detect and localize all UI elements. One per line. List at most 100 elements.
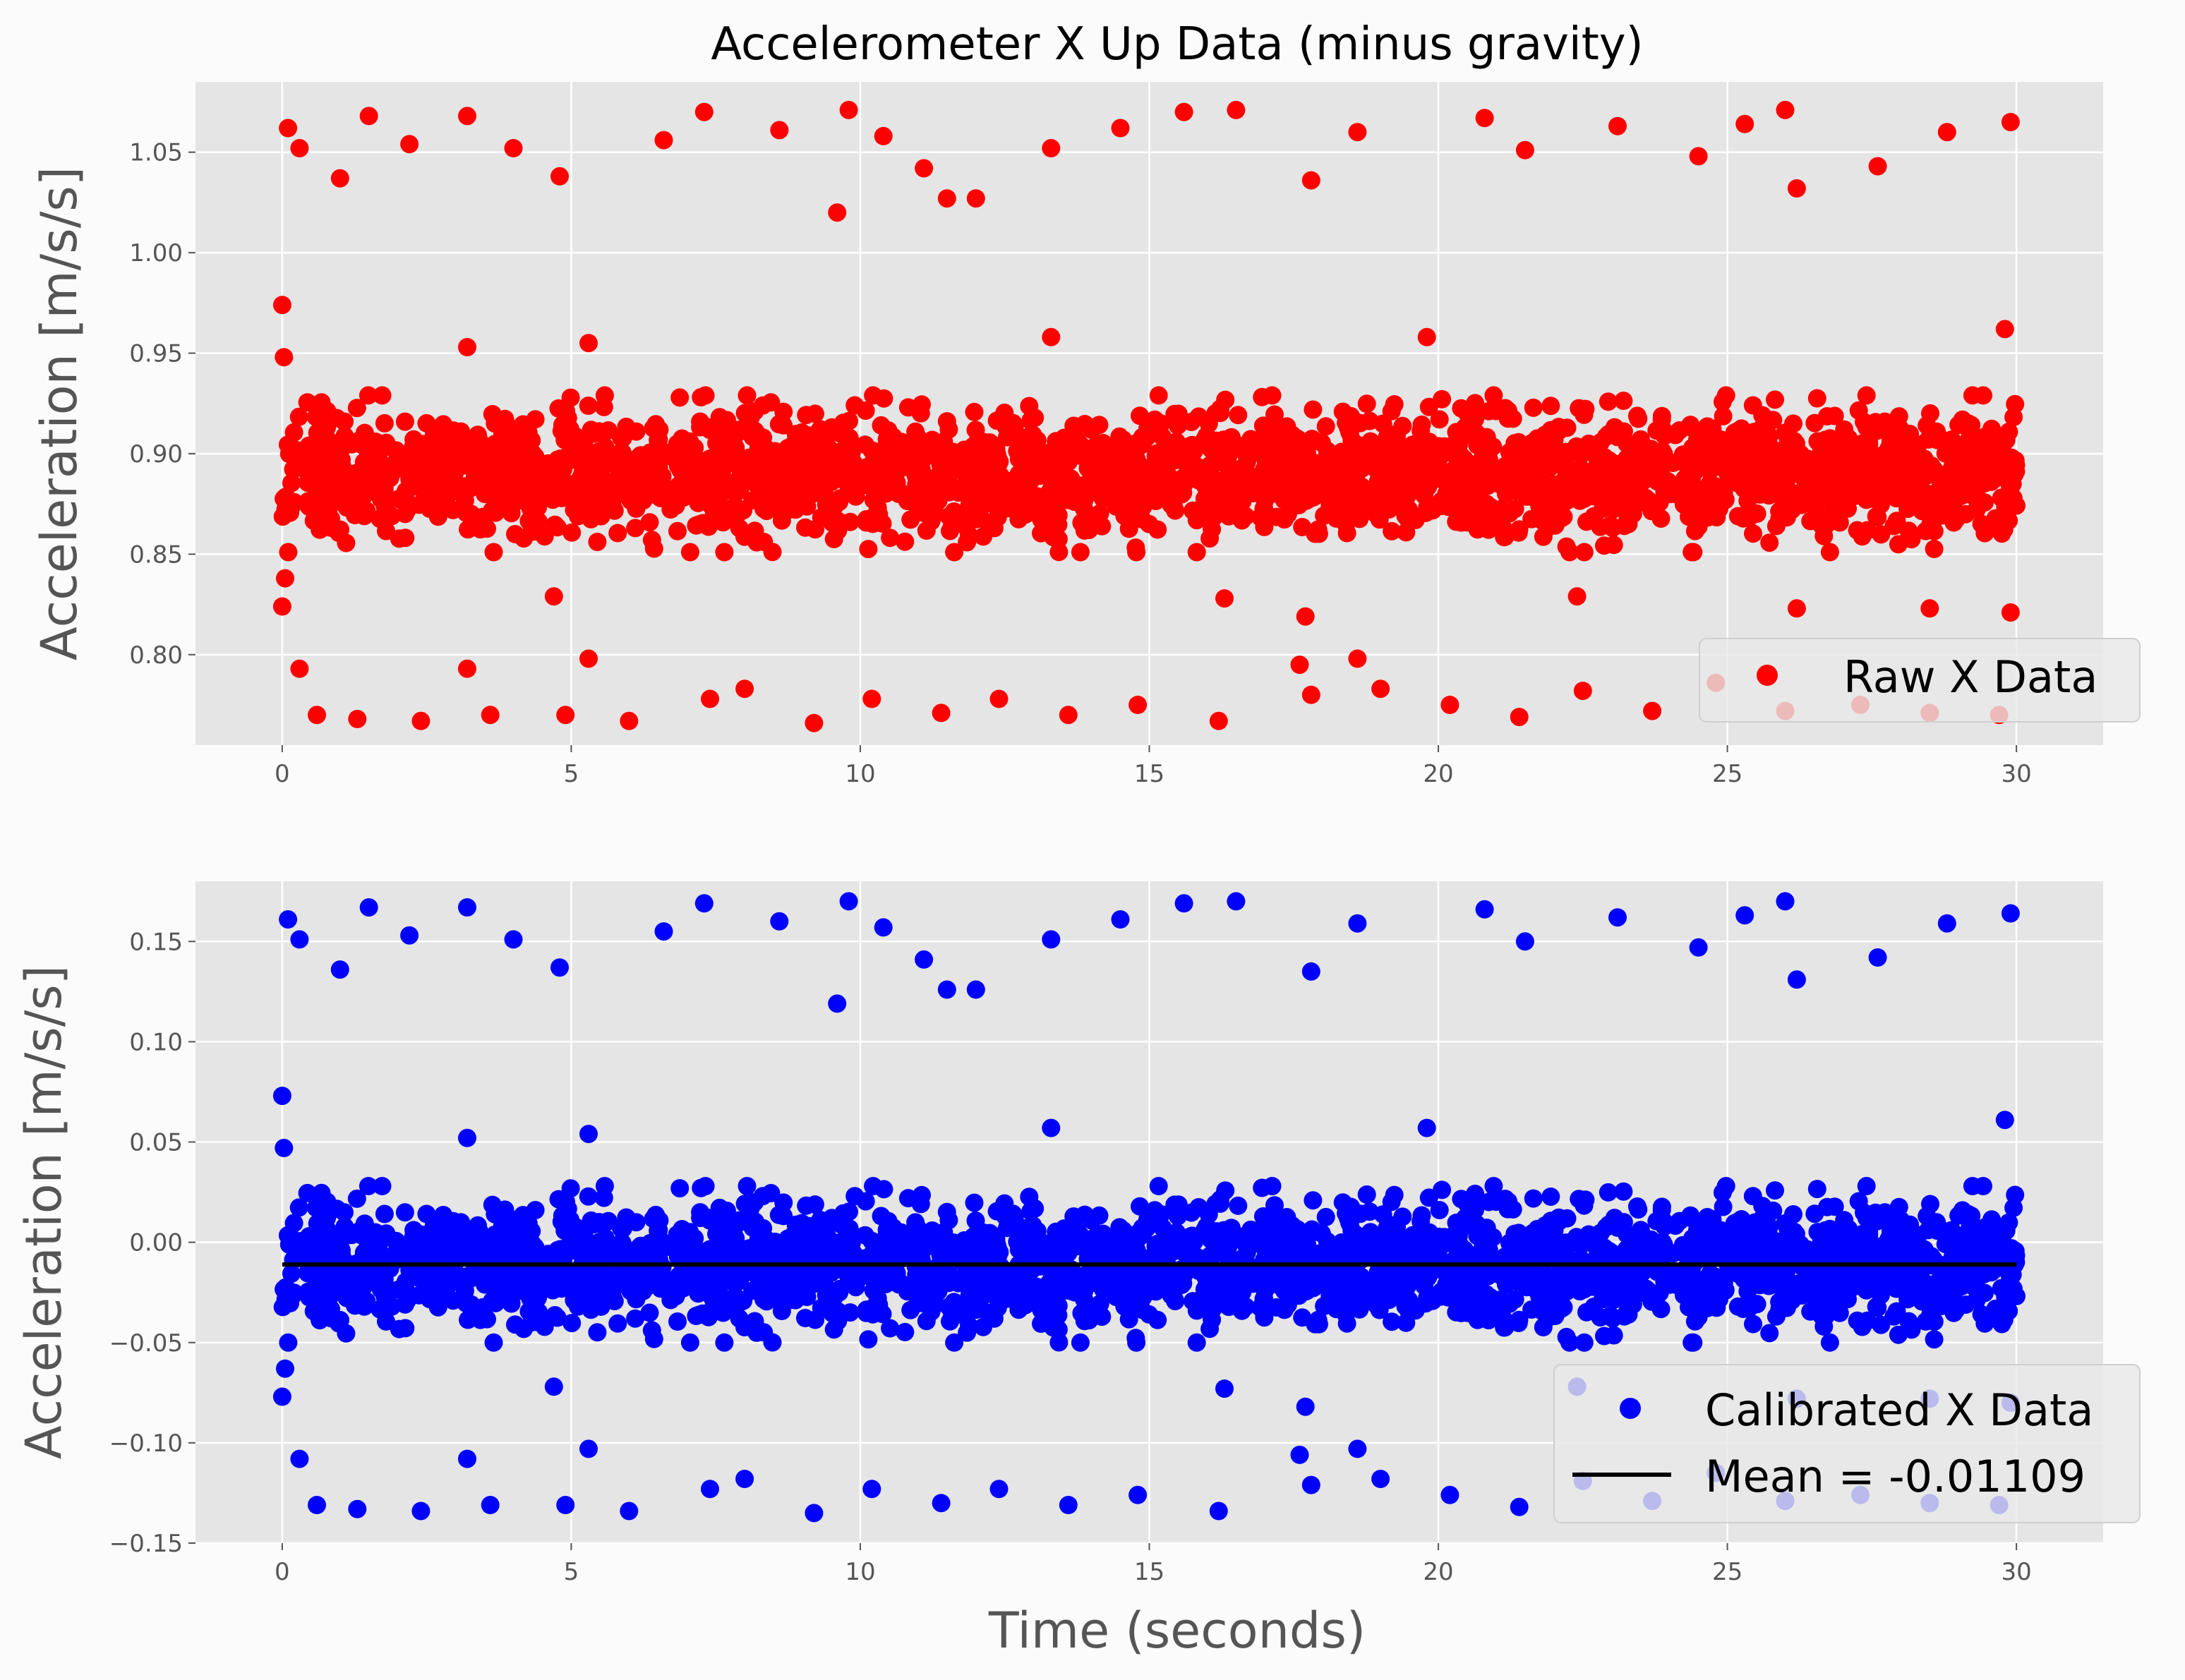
raw-data-point (850, 478, 869, 497)
raw-data-point (579, 397, 598, 415)
raw-outlier-point (989, 689, 1009, 708)
raw-outlier-point (1787, 179, 1806, 198)
raw-data-point (1599, 392, 1618, 411)
calibrated-data-point (562, 1227, 582, 1246)
raw-data-point (289, 407, 308, 426)
raw-data-point (1985, 469, 2004, 488)
calibrated-data-point (1385, 1185, 1404, 1204)
raw-data-point (1620, 472, 1639, 491)
raw-data-point (1750, 485, 1769, 504)
raw-data-point (626, 519, 645, 538)
raw-data-point (896, 532, 915, 551)
calibrated-data-point (941, 1267, 960, 1286)
raw-data-point (1734, 509, 1753, 528)
calibrated-data-point (945, 1333, 964, 1352)
raw-data-point (1897, 439, 1916, 458)
calibrated-data-point (696, 1177, 715, 1195)
raw-data-point (1726, 428, 1745, 447)
raw-data-point (375, 413, 394, 433)
calibrated-data-point (1383, 1312, 1402, 1331)
raw-data-point (1825, 406, 1844, 425)
raw-data-point (1889, 535, 1908, 554)
raw-data-point (1351, 447, 1370, 466)
calibrated-data-point (901, 1300, 920, 1319)
calibrated-data-point (375, 1204, 394, 1223)
raw-data-point (1685, 478, 1704, 497)
raw-data-point (378, 437, 396, 456)
raw-data-point (977, 475, 996, 494)
raw-outlier-point (544, 587, 563, 606)
calibrated-data-point (626, 1309, 645, 1328)
raw-data-point (459, 447, 478, 466)
raw-data-point (685, 482, 704, 501)
calibrated-data-point (1505, 1290, 1524, 1309)
raw-outlier-point (272, 296, 291, 315)
raw-data-point (1823, 492, 1842, 511)
calibrated-data-point (1469, 1298, 1488, 1317)
calibrated-y-tick-label: 0.15 (129, 928, 183, 956)
raw-data-point (1043, 463, 1062, 481)
raw-data-point (1253, 387, 1272, 406)
raw-outlier-point (1937, 123, 1956, 142)
raw-outlier-point (735, 679, 754, 699)
raw-data-point (589, 500, 608, 519)
raw-data-point (1386, 451, 1405, 469)
calibrated-data-point (546, 1306, 565, 1324)
calibrated-data-point (685, 1229, 704, 1248)
raw-data-point (1255, 517, 1274, 536)
raw-data-point (1495, 399, 1515, 418)
calibrated-data-point (1823, 1282, 1842, 1301)
raw-data-point (1830, 513, 1849, 532)
raw-data-point (1472, 450, 1491, 469)
raw-data-point (1092, 516, 1112, 536)
raw-data-point (1604, 536, 1623, 555)
raw-data-point (557, 401, 575, 421)
raw-data-point (763, 543, 782, 562)
raw-data-point (821, 445, 840, 464)
raw-data-point (829, 512, 848, 531)
raw-data-point (644, 539, 663, 558)
raw-data-point (1744, 524, 1762, 543)
raw-outlier-point (400, 135, 419, 154)
raw-data-point (745, 521, 764, 540)
raw-data-point (1753, 406, 1772, 425)
raw-data-point (1586, 476, 1605, 495)
raw-outlier-point (359, 107, 378, 126)
raw-data-point (959, 468, 978, 487)
raw-data-point (715, 543, 734, 562)
calibrated-data-point (1698, 1208, 1717, 1226)
raw-data-point (911, 404, 930, 423)
raw-outlier-point (874, 126, 893, 145)
calibrated-data-point (891, 1274, 910, 1293)
raw-outlier-point (1868, 157, 1887, 176)
calibrated-data-point (1734, 1300, 1753, 1318)
raw-data-point (466, 467, 484, 485)
raw-data-point (1127, 543, 1146, 562)
raw-data-point (767, 447, 786, 466)
raw-outlier-point (1348, 649, 1367, 668)
raw-data-point (958, 533, 977, 552)
raw-data-point (945, 543, 964, 562)
raw-data-point (1766, 390, 1784, 409)
calibrated-data-point (1373, 1273, 1392, 1292)
calibrated-data-point (1495, 1190, 1515, 1209)
calibrated-data-point (1455, 1294, 1474, 1313)
calibrated-data-point (514, 1206, 532, 1225)
raw-data-point (313, 503, 332, 522)
raw-outlier-point (828, 203, 847, 222)
raw-data-point (967, 435, 986, 454)
raw-data-point (693, 514, 712, 533)
raw-data-point (747, 474, 765, 493)
raw-data-point (1020, 397, 1039, 416)
raw-data-point (1367, 460, 1385, 478)
calibrated-data-point (1788, 1274, 1807, 1293)
raw-data-point (735, 404, 754, 423)
raw-data-point (318, 438, 337, 457)
calibrated-data-point (1744, 1315, 1762, 1334)
raw-data-point (1119, 519, 1138, 538)
raw-data-point (879, 421, 898, 440)
raw-data-point (1187, 511, 1206, 530)
raw-outlier-point (579, 334, 598, 353)
calibrated-data-point (552, 1212, 571, 1231)
raw-data-point (1626, 494, 1645, 513)
